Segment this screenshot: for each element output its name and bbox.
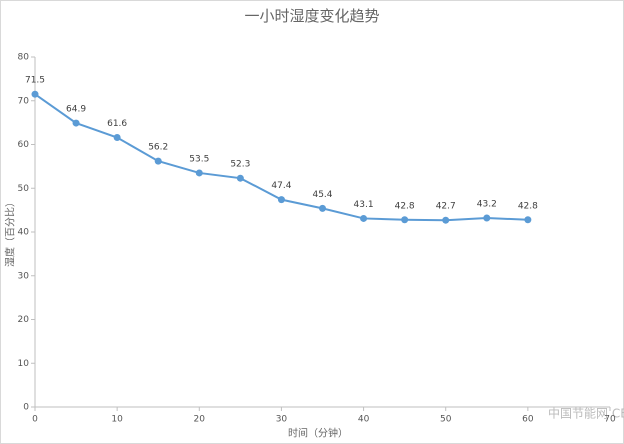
data-label: 42.8 bbox=[395, 201, 415, 211]
data-point bbox=[113, 134, 121, 141]
data-label: 71.5 bbox=[25, 76, 45, 86]
data-label: 43.1 bbox=[354, 200, 374, 210]
data-point bbox=[236, 174, 244, 182]
data-point bbox=[483, 214, 491, 222]
x-tick-label: 60 bbox=[522, 415, 534, 425]
y-tick-label: 60 bbox=[18, 140, 30, 150]
data-label: 42.7 bbox=[436, 202, 456, 212]
data-point bbox=[442, 216, 450, 224]
x-tick-label: 0 bbox=[32, 415, 38, 425]
data-point bbox=[360, 214, 368, 222]
data-label: 52.3 bbox=[230, 160, 250, 170]
y-tick-label: 30 bbox=[18, 271, 30, 281]
data-point bbox=[195, 169, 203, 177]
y-tick-label: 70 bbox=[18, 96, 30, 106]
data-label: 53.5 bbox=[189, 154, 209, 164]
data-label: 47.4 bbox=[271, 181, 291, 191]
x-tick-label: 20 bbox=[194, 415, 206, 425]
x-tick-label: 30 bbox=[276, 415, 288, 425]
data-point bbox=[401, 216, 409, 224]
data-label: 61.6 bbox=[107, 119, 127, 129]
x-tick-label: 50 bbox=[440, 415, 452, 425]
x-tick-label: 70 bbox=[604, 415, 616, 425]
data-label: 42.8 bbox=[518, 201, 538, 211]
y-tick-label: 40 bbox=[18, 228, 30, 238]
y-tick-label: 10 bbox=[18, 359, 30, 369]
data-label: 43.2 bbox=[477, 200, 497, 210]
y-tick-label: 80 bbox=[18, 53, 30, 63]
y-axis-title: 湿度（百分比） bbox=[4, 197, 17, 267]
data-point bbox=[524, 216, 532, 224]
data-label: 45.4 bbox=[312, 190, 332, 200]
y-tick-label: 50 bbox=[18, 184, 30, 194]
data-point bbox=[31, 90, 39, 98]
data-point bbox=[319, 204, 326, 212]
data-point bbox=[277, 196, 285, 204]
y-tick-label: 0 bbox=[23, 403, 29, 413]
data-label: 64.9 bbox=[66, 105, 86, 115]
data-point bbox=[154, 157, 162, 165]
chart-title: 一小时湿度变化趋势 bbox=[244, 7, 379, 25]
x-axis-title: 时间（分钟） bbox=[288, 427, 348, 440]
data-label: 56.2 bbox=[148, 143, 168, 153]
x-tick-label: 10 bbox=[111, 415, 123, 425]
data-point bbox=[72, 119, 80, 127]
x-tick-label: 40 bbox=[358, 415, 370, 425]
y-tick-label: 20 bbox=[18, 315, 30, 325]
watermark: 中国节能网 CES.CN bbox=[548, 406, 624, 421]
